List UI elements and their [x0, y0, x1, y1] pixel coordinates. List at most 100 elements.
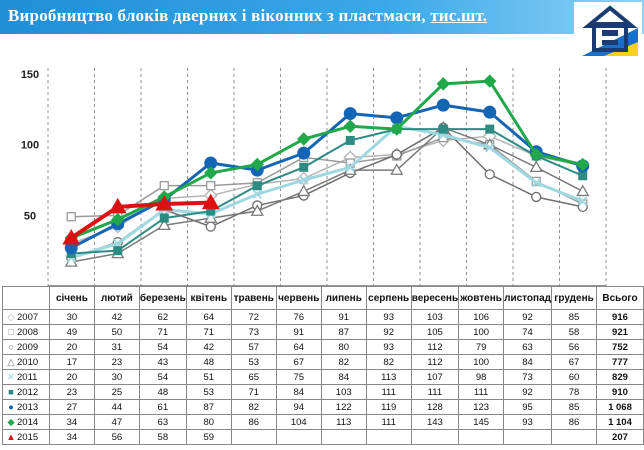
legend-label: 2015	[17, 431, 39, 443]
legend-marker-icon: ✕	[7, 371, 15, 383]
data-label: 111	[458, 384, 505, 400]
data-label: 30	[93, 369, 140, 385]
data-label: 34	[48, 414, 95, 430]
data-label: 103	[320, 384, 367, 400]
data-label: 105	[410, 324, 460, 340]
data-label: 61	[138, 399, 187, 415]
data-label: 67	[275, 354, 322, 370]
data-label: 128	[410, 399, 460, 415]
x-tick-label: лютий	[93, 286, 140, 310]
data-label: 111	[365, 414, 412, 430]
table-row: ◆ 2014 34 47 63 80 86 104 113 111 143 145 93 86 1 104	[2, 414, 644, 430]
data-label: 92	[503, 384, 552, 400]
data-point	[62, 228, 81, 245]
data-label: 43	[138, 354, 187, 370]
data-label: 51	[185, 369, 232, 385]
data-label: 79	[458, 339, 505, 355]
data-point	[438, 124, 448, 134]
data-label: 72	[230, 309, 277, 325]
data-point	[345, 162, 355, 172]
data-label	[320, 429, 367, 445]
data-label: 63	[503, 339, 552, 355]
data-label: 71	[138, 324, 187, 340]
x-tick-label: червень	[275, 286, 322, 310]
data-point	[66, 212, 76, 222]
data-point	[299, 162, 309, 172]
data-label: 98	[458, 369, 505, 385]
data-point	[345, 135, 355, 145]
y-tick-label: 100	[21, 140, 39, 152]
legend-label: 2008	[17, 326, 39, 338]
data-point	[531, 178, 541, 188]
legend-label: 2007	[17, 311, 39, 323]
x-tick-label: серпень	[365, 286, 412, 310]
data-label: 50	[93, 324, 140, 340]
data-label: 82	[320, 354, 367, 370]
table-row: ■ 2012 23 25 48 53 71 84 103 111 111 111 92 78 910	[2, 384, 644, 400]
data-label: 112	[410, 339, 460, 355]
legend-marker-icon: ▲	[6, 431, 16, 443]
table-row: ● 2013 27 44 61 87 82 94 122 119 128 123 95 85 1 068	[2, 399, 644, 415]
data-label	[503, 429, 552, 445]
data-point	[576, 157, 590, 172]
data-label: 80	[320, 339, 367, 355]
data-point	[436, 77, 450, 91]
data-point	[204, 166, 218, 180]
title-unit: тис.шт.	[430, 6, 488, 25]
legend-marker-icon: △	[7, 356, 15, 368]
data-label: 75	[275, 369, 322, 385]
data-label: 44	[93, 399, 140, 415]
data-label: 78	[551, 384, 597, 400]
legend-label: 2013	[17, 401, 39, 413]
data-label: 60	[551, 369, 597, 385]
chart-series	[62, 74, 590, 267]
data-label: 84	[275, 384, 322, 400]
data-label: 20	[48, 369, 95, 385]
data-label: 49	[48, 324, 95, 340]
data-point	[113, 246, 123, 256]
total-value: 829	[595, 369, 644, 385]
data-label: 119	[365, 399, 412, 415]
data-label: 62	[138, 309, 187, 325]
data-label: 93	[365, 309, 412, 325]
data-label: 82	[365, 354, 412, 370]
legend-marker-icon: ■	[8, 386, 14, 398]
legend-marker-icon: ○	[8, 341, 14, 353]
data-point	[485, 142, 495, 153]
data-label: 42	[93, 309, 140, 325]
data-label: 122	[320, 399, 367, 415]
x-tick-label: вересень	[410, 286, 460, 310]
data-point	[485, 124, 495, 134]
data-point	[159, 181, 169, 191]
table-row: ▲2015 34 56 58 59 207	[2, 429, 644, 445]
data-label: 48	[185, 354, 232, 370]
data-label	[230, 429, 277, 445]
data-label: 17	[48, 354, 95, 370]
data-label: 57	[230, 339, 277, 355]
chart-grid	[47, 68, 607, 287]
series-line	[71, 128, 584, 255]
x-tick-label: березень	[138, 286, 187, 310]
x-tick-label: травень	[230, 286, 277, 310]
page-title: Виробництво блоків дверних і віконних з …	[8, 6, 487, 26]
legend-marker-icon: ◇	[7, 311, 15, 323]
data-label: 80	[185, 414, 232, 430]
series-2015	[62, 193, 220, 245]
data-label: 94	[275, 399, 322, 415]
data-point	[205, 221, 216, 232]
total-value: 1 068	[595, 399, 644, 415]
data-point	[297, 146, 311, 160]
data-point	[155, 195, 174, 211]
data-point	[578, 196, 588, 206]
data-label: 63	[138, 414, 187, 430]
x-tick-label: листопад	[503, 286, 552, 310]
data-label: 111	[410, 384, 460, 400]
data-label: 93	[365, 339, 412, 355]
statistics-house-logo-icon	[574, 2, 642, 58]
data-label	[458, 429, 505, 445]
data-label: 64	[185, 309, 232, 325]
data-point	[436, 98, 450, 112]
data-label: 91	[320, 309, 367, 325]
data-point	[252, 181, 262, 191]
data-label: 59	[185, 429, 232, 445]
